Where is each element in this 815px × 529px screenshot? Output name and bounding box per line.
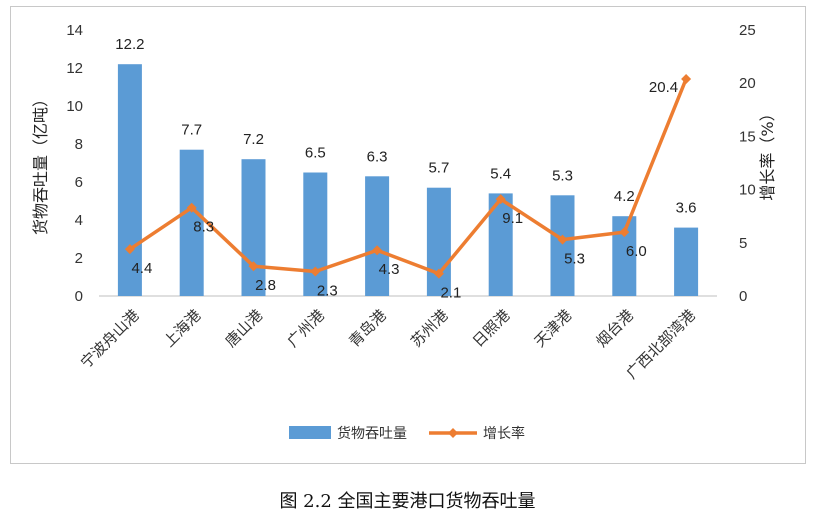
growth-rate-line bbox=[128, 78, 688, 276]
x-category-label: 唐山港 bbox=[222, 306, 267, 351]
combo-chart: 0 2 4 6 8 10 12 14 0 5 10 15 20 25 货物吞吐量（亿吨） 增长率（%） 宁波舟山… bbox=[31, 22, 777, 442]
legend-line-marker bbox=[448, 428, 458, 438]
line-data-label: 8.3 bbox=[193, 219, 214, 236]
y-left-tick-label: 0 bbox=[75, 288, 83, 305]
chart-frame: 0 2 4 6 8 10 12 14 0 5 10 15 20 25 货物吞吐量（亿吨） 增长率（%） 宁波舟山… bbox=[10, 6, 806, 464]
line-point bbox=[557, 234, 568, 245]
bar-data-label: 5.7 bbox=[428, 160, 449, 177]
legend-bar-swatch bbox=[289, 426, 331, 439]
bar-data-label: 4.2 bbox=[614, 188, 635, 205]
line-data-label: 5.3 bbox=[564, 251, 585, 268]
bar-data-label: 5.4 bbox=[490, 165, 511, 182]
bar bbox=[179, 149, 204, 296]
y-right-tick-label: 20 bbox=[739, 75, 756, 92]
line-point bbox=[681, 73, 692, 84]
line-point bbox=[619, 227, 630, 238]
figure-caption: 图 2.2 全国主要港口货物吞吐量 bbox=[279, 491, 536, 512]
line-point bbox=[186, 202, 197, 213]
line-point bbox=[433, 268, 444, 279]
x-category-label: 日照港 bbox=[469, 306, 514, 351]
bar bbox=[117, 64, 142, 296]
bar bbox=[365, 176, 390, 296]
y-left-tick-label: 12 bbox=[66, 60, 83, 77]
line-data-label: 2.8 bbox=[255, 277, 276, 294]
y-right-axis-title: 增长率（%） bbox=[758, 105, 777, 200]
y-left-tick-label: 14 bbox=[66, 22, 83, 39]
bar-data-label: 7.7 bbox=[181, 122, 202, 139]
bar-data-label: 6.5 bbox=[305, 145, 326, 162]
line-point bbox=[310, 266, 321, 277]
bar bbox=[303, 172, 328, 296]
line-data-label: 2.1 bbox=[440, 285, 461, 302]
y-right-tick-label: 5 bbox=[739, 235, 747, 252]
bar-data-label: 5.3 bbox=[552, 167, 573, 184]
bar bbox=[426, 187, 451, 296]
y-left-tick-label: 6 bbox=[75, 174, 83, 191]
y-right-tick-label: 10 bbox=[739, 182, 756, 199]
line-point bbox=[372, 245, 383, 256]
y-left-tick-label: 2 bbox=[75, 250, 83, 267]
x-category-label: 青岛港 bbox=[345, 306, 390, 351]
x-category-label: 烟台港 bbox=[593, 306, 638, 351]
line-data-label: 2.3 bbox=[317, 283, 338, 300]
x-category-label: 苏州港 bbox=[407, 306, 452, 351]
x-category-label: 宁波舟山港 bbox=[77, 306, 143, 372]
line-point bbox=[124, 244, 135, 255]
line-data-label: 6.0 bbox=[626, 243, 647, 260]
y-left-tick-label: 4 bbox=[75, 212, 83, 229]
line-data-label: 20.4 bbox=[649, 79, 678, 96]
bar-data-label: 7.2 bbox=[243, 131, 264, 148]
line-point bbox=[248, 261, 259, 272]
y-left-tick-label: 8 bbox=[75, 136, 83, 153]
x-category-label: 上海港 bbox=[160, 306, 205, 351]
line-data-label: 9.1 bbox=[502, 210, 523, 227]
y-right-tick-label: 15 bbox=[739, 128, 756, 145]
bar bbox=[241, 159, 266, 296]
legend-bar-label: 货物吞吐量 bbox=[337, 425, 407, 442]
legend-line-label: 增长率 bbox=[483, 425, 525, 442]
line-data-label: 4.3 bbox=[379, 261, 400, 278]
line-data-label: 4.4 bbox=[131, 260, 152, 277]
bar-data-label: 12.2 bbox=[115, 36, 144, 53]
bar-data-label: 3.6 bbox=[676, 200, 697, 217]
x-category-label: 天津港 bbox=[531, 306, 576, 351]
y-left-axis-title: 货物吞吐量（亿吨） bbox=[31, 91, 50, 235]
y-right-tick-label: 25 bbox=[739, 22, 756, 39]
y-right-tick-label: 0 bbox=[739, 288, 747, 305]
y-left-tick-label: 10 bbox=[66, 98, 83, 115]
bar-data-label: 6.3 bbox=[367, 148, 388, 165]
bar bbox=[674, 227, 699, 296]
x-category-label: 广州港 bbox=[284, 306, 329, 351]
line-point bbox=[495, 194, 506, 205]
bar bbox=[550, 195, 575, 296]
